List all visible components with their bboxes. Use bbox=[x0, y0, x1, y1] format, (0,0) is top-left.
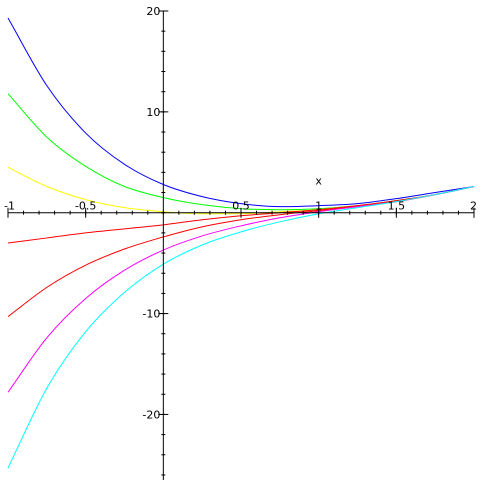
x-tick-label: 0.5 bbox=[232, 200, 250, 213]
series-line-1 bbox=[7, 93, 475, 211]
axis-tick-labels: -1 -0.5 0.5 1 1.5 2 20 10 -10 -20 bbox=[4, 5, 477, 421]
y-tick-label: 20 bbox=[146, 5, 160, 18]
series-curves bbox=[7, 17, 475, 469]
x-tick-label: -0.5 bbox=[75, 200, 96, 213]
axes: -1 -0.5 0.5 1 1.5 2 20 10 -10 -20 x bbox=[4, 5, 477, 480]
y-tick-label: -20 bbox=[142, 408, 160, 421]
x-tick-label: -1 bbox=[4, 200, 15, 213]
y-tick-label: 10 bbox=[146, 106, 160, 119]
series-line-0 bbox=[7, 17, 475, 208]
y-tick-label: -10 bbox=[142, 308, 160, 321]
x-tick-label: 2 bbox=[470, 200, 477, 213]
x-tick-label: 1.5 bbox=[388, 200, 406, 213]
x-axis-label: x bbox=[315, 175, 322, 188]
x-tick-label: 1 bbox=[315, 200, 322, 213]
series-line-6 bbox=[7, 186, 475, 469]
axis-ticks bbox=[7, 10, 475, 476]
